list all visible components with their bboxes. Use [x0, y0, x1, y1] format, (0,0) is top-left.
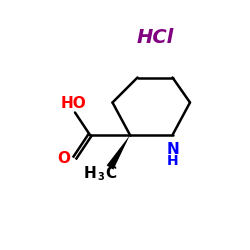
Polygon shape: [106, 135, 130, 170]
Text: HCl: HCl: [136, 28, 173, 47]
Text: N: N: [166, 142, 179, 158]
Text: H: H: [84, 166, 96, 181]
Text: HO: HO: [61, 96, 87, 111]
Text: C: C: [105, 166, 116, 181]
Text: H: H: [167, 154, 178, 168]
Text: 3: 3: [97, 172, 104, 182]
Text: O: O: [57, 151, 70, 166]
